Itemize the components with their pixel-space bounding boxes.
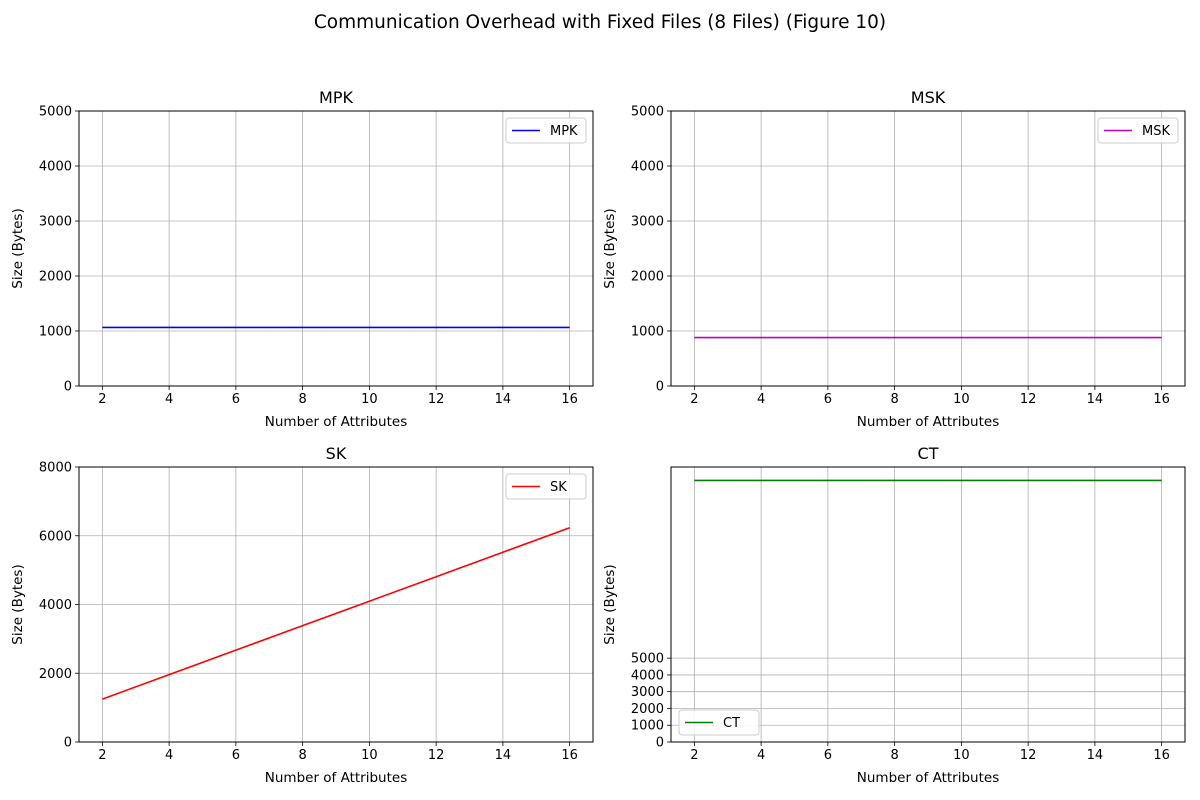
x-tick-label: 8 [298,392,306,407]
axes-frame [78,110,594,387]
x-tick-label: 14 [495,748,512,763]
legend-label: MPK [550,124,578,139]
y-tick-label: 2000 [39,667,72,682]
series-line-sk [102,527,570,700]
x-tick-label: 12 [1020,392,1037,407]
x-tick-label: 10 [361,392,378,407]
subplot-title: CT [918,444,939,463]
legend: CT [678,709,760,736]
x-axis-label: Number of Attributes [265,414,407,430]
legend-label: CT [723,716,740,731]
axes-frame [78,466,594,743]
legend: MPK [505,117,587,144]
x-tick-label: 2 [98,392,106,407]
legend: MSK [1097,117,1179,144]
y-tick-label: 6000 [39,529,72,544]
x-tick-label: 4 [757,748,765,763]
x-tick-label: 14 [495,392,512,407]
y-axis-label: Size (Bytes) [602,208,618,288]
y-tick-label: 8000 [39,461,72,476]
subplot-title: MPK [319,88,353,107]
y-tick-label: 2000 [631,270,664,285]
y-tick-label: 1000 [631,325,664,340]
x-tick-label: 12 [428,392,445,407]
y-tick-label: 4000 [631,668,664,683]
figure-title: Communication Overhead with Fixed Files … [313,12,887,33]
x-tick-label: 10 [953,748,970,763]
y-tick-label: 4000 [631,160,664,175]
axes-frame [670,110,1186,387]
x-tick-label: 16 [1153,748,1170,763]
y-axis-label: Size (Bytes) [602,564,618,644]
y-tick-label: 2000 [631,702,664,717]
y-tick-label: 1000 [631,719,664,734]
y-tick-label: 0 [656,736,664,751]
legend: SK [505,473,587,500]
legend-box [678,709,760,736]
x-tick-label: 6 [232,392,240,407]
y-tick-label: 0 [64,380,72,395]
legend-box [505,117,587,144]
y-tick-label: 0 [656,380,664,395]
legend-box [505,473,587,500]
subplot-msk: 2 4 6 8 10 12 14 16 0 1000 2000 3000 4000 5000 MSK Numb… [602,88,1186,430]
x-tick-label: 12 [428,748,445,763]
x-tick-label: 6 [824,748,832,763]
y-tick-label: 3000 [631,215,664,230]
x-tick-label: 4 [757,392,765,407]
x-tick-label: 10 [953,392,970,407]
legend-label: MSK [1142,124,1170,139]
x-tick-label: 8 [298,748,306,763]
y-tick-label: 4000 [39,598,72,613]
x-tick-label: 8 [890,392,898,407]
legend-label: SK [550,480,567,495]
y-tick-label: 3000 [631,685,664,700]
y-tick-label: 5000 [631,105,664,120]
x-tick-label: 6 [232,748,240,763]
y-tick-label: 1000 [39,325,72,340]
x-tick-label: 2 [690,392,698,407]
x-tick-label: 12 [1020,748,1037,763]
x-tick-label: 2 [690,748,698,763]
y-axis-label: Size (Bytes) [10,208,26,288]
x-tick-label: 4 [165,748,173,763]
x-tick-label: 16 [561,392,578,407]
x-tick-label: 16 [561,748,578,763]
subplot-sk: 2 4 6 8 10 12 14 16 0 2000 4000 6000 8000 SK Number of… [10,444,594,786]
x-tick-label: 10 [361,748,378,763]
x-tick-label: 16 [1153,392,1170,407]
y-axis-label: Size (Bytes) [10,564,26,644]
x-axis-label: Number of Attributes [265,770,407,786]
x-tick-label: 4 [165,392,173,407]
y-tick-label: 5000 [631,652,664,667]
x-axis-label: Number of Attributes [857,414,999,430]
x-axis-label: Number of Attributes [857,770,999,786]
subplot-mpk: 2 4 6 8 10 12 14 16 0 1000 2000 3000 4000 5000 MPK Numb… [10,88,594,430]
x-tick-label: 2 [98,748,106,763]
y-tick-label: 4000 [39,160,72,175]
x-tick-label: 6 [824,392,832,407]
y-tick-label: 2000 [39,270,72,285]
subplot-title: SK [326,444,347,463]
y-tick-label: 3000 [39,215,72,230]
y-tick-label: 5000 [39,105,72,120]
x-tick-label: 14 [1087,748,1104,763]
x-tick-label: 8 [890,748,898,763]
y-tick-label: 0 [64,736,72,751]
legend-box [1097,117,1179,144]
axes-frame [670,466,1186,743]
x-tick-label: 14 [1087,392,1104,407]
subplot-title: MSK [911,88,946,107]
